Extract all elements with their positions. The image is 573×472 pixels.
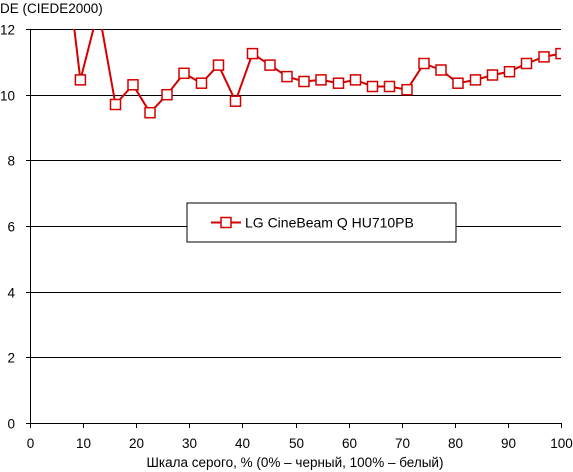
y-tick-label: 6	[7, 220, 15, 235]
data-point-marker	[366, 80, 379, 93]
data-point-marker	[435, 64, 447, 76]
y-tick-label: 8	[7, 154, 15, 169]
tick-labels: 0 2 4 6 8 10 12 0 10 20 30 40 50 60 70 80 90 100	[0, 23, 573, 452]
data-point-marker	[144, 106, 156, 119]
x-tick-label: 80	[448, 436, 463, 451]
data-point-marker	[520, 57, 533, 70]
data-point-marker	[74, 74, 87, 86]
data-point-marker	[246, 47, 259, 60]
data-point-marker	[281, 70, 293, 83]
data-point-marker	[503, 65, 516, 78]
data-point-marker	[401, 83, 413, 96]
data-point-marker	[418, 57, 430, 70]
x-tick-label: 90	[501, 436, 516, 451]
data-point-marker	[109, 98, 122, 111]
data-point-marker	[332, 77, 345, 89]
legend: LG CineBeam Q HU710PB	[186, 202, 457, 243]
x-tick-label: 40	[235, 436, 250, 451]
axes	[26, 29, 562, 428]
data-point-marker	[298, 75, 310, 88]
x-tick-label: 50	[289, 436, 304, 451]
data-point-marker	[452, 77, 464, 89]
y-tick-label: 12	[0, 23, 15, 38]
y-tick-label: 4	[7, 286, 15, 301]
data-point-marker	[229, 95, 242, 107]
data-point-marker	[127, 79, 139, 91]
x-axis-title: Шкала серого, % (0% – черный, 100% – бел…	[147, 455, 444, 470]
y-tick-label: 10	[0, 89, 15, 104]
x-tick-label: 70	[395, 436, 410, 451]
data-point-marker	[161, 88, 173, 101]
data-point-marker	[383, 80, 396, 93]
series-layer	[73, 29, 561, 119]
data-point-marker	[486, 69, 499, 81]
x-tick-label: 0	[27, 436, 35, 451]
data-point-marker	[315, 74, 327, 86]
y-tick-label: 2	[7, 351, 15, 366]
data-point-marker	[264, 59, 276, 71]
legend-series-label: LG CineBeam Q HU710PB	[245, 215, 414, 231]
data-point-marker	[555, 47, 561, 60]
x-tick-label: 100	[550, 436, 573, 451]
data-point-marker	[349, 74, 362, 86]
x-tick-label: 20	[129, 436, 144, 451]
x-tick-label: 10	[76, 436, 91, 451]
legend-marker-square	[220, 216, 232, 229]
y-tick-label: 0	[7, 417, 15, 432]
x-tick-label: 60	[342, 436, 357, 451]
data-point-marker	[195, 77, 208, 89]
data-point-marker	[212, 59, 225, 71]
data-point-marker	[538, 51, 550, 63]
y-axis-title: DE (CIEDE2000)	[0, 1, 103, 16]
data-point-marker	[469, 74, 482, 86]
data-point-marker	[178, 67, 190, 80]
x-tick-label: 30	[182, 436, 197, 451]
